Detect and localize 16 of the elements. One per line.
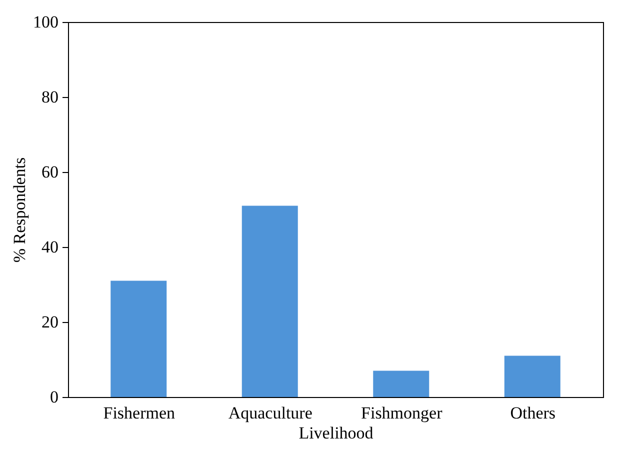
bar xyxy=(504,356,560,397)
x-axis-title: Livelihood xyxy=(298,424,374,442)
y-tick-label: 0 xyxy=(50,388,58,406)
x-tick-label: Others xyxy=(510,404,556,422)
bar xyxy=(110,280,167,397)
bar xyxy=(373,370,430,397)
y-tick-label: 80 xyxy=(42,88,58,106)
y-axis-title: % Respondents xyxy=(10,157,29,263)
y-tick-label: 100 xyxy=(33,12,58,32)
bar xyxy=(242,206,298,397)
x-tick-label: Fishermen xyxy=(103,404,176,422)
x-tick-label: Fishmonger xyxy=(361,404,443,422)
y-tick-label: 40 xyxy=(42,238,58,256)
x-tick-label: Aquaculture xyxy=(228,404,312,422)
y-tick-label: 20 xyxy=(42,312,58,332)
y-tick-label: 60 xyxy=(42,162,58,182)
